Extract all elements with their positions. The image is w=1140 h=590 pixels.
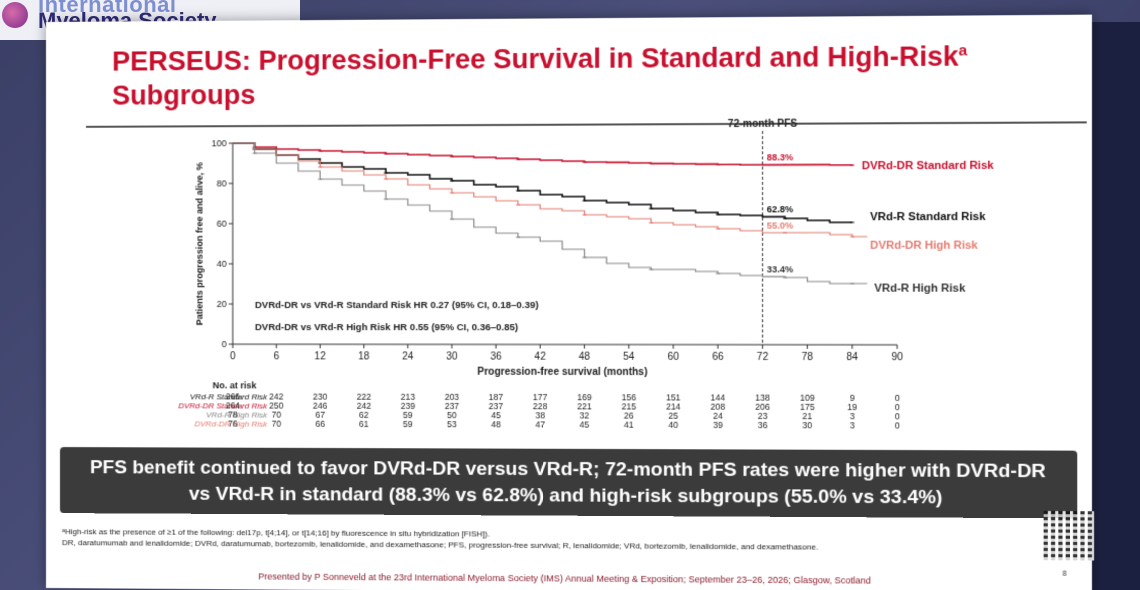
series-name-label: DVRd-DR High Risk xyxy=(870,240,979,252)
x-tick-label: 48 xyxy=(579,352,591,363)
y-tick-label: 80 xyxy=(217,178,227,188)
series-name-label: VRd-R High Risk xyxy=(874,282,966,294)
x-tick-label: 78 xyxy=(802,352,814,363)
series-line xyxy=(233,141,852,224)
x-tick-label: 72 xyxy=(757,352,769,363)
risk-cell: 0 xyxy=(882,421,913,430)
pfs-72-label: 62.8% xyxy=(767,205,793,215)
risk-cell: 3 xyxy=(837,421,868,430)
pfs-72-label: 88.3% xyxy=(767,153,793,163)
series-name-label: DVRd-DR Standard Risk xyxy=(862,160,995,173)
summary-banner: PFS benefit continued to favor DVRd-DR v… xyxy=(60,447,1077,518)
pfs-72-label: 55.0% xyxy=(767,220,793,230)
landmark-label: 72-month PFS xyxy=(728,119,798,131)
slide: PERSEUS: Progression-Free Survival in St… xyxy=(46,15,1092,590)
x-tick-label: 36 xyxy=(490,352,502,363)
km-chart: 0 6 12 18 24 30 36 42 48 54 60 66 72 78 84 90 0 20 40 60 80 1… xyxy=(46,15,1092,384)
x-tick-label: 66 xyxy=(712,352,724,363)
risk-cell: 47 xyxy=(525,420,556,429)
risk-cell: 39 xyxy=(702,421,733,430)
risk-cell: 70 xyxy=(261,420,291,429)
series-name-label: VRd-R Standard Risk xyxy=(870,211,986,224)
hr-standard-risk: DVRd-DR vs VRd-R Standard Risk HR 0.27 (… xyxy=(255,300,539,311)
x-tick-label: 12 xyxy=(314,351,326,362)
y-tick-label: 40 xyxy=(217,259,227,269)
x-tick-label: 84 xyxy=(846,352,858,363)
x-tick-label: 6 xyxy=(274,351,280,362)
presented-by: Presented by P Sonneveld at the 23rd Int… xyxy=(46,570,1092,587)
risk-cell: 41 xyxy=(613,421,644,430)
pfs-72-label: 33.4% xyxy=(767,264,793,274)
risk-cell: 48 xyxy=(481,420,512,429)
x-tick-label: 18 xyxy=(358,351,370,362)
risk-row: DVRd-DR High Risk 76 70 66 61 59 53 48 47 45 41 40 3… xyxy=(102,419,993,431)
risk-cell: 53 xyxy=(437,420,468,429)
risk-cell: 76 xyxy=(218,419,248,428)
x-tick-label: 30 xyxy=(446,351,458,362)
x-axis-line xyxy=(233,344,897,345)
x-tick-label: 90 xyxy=(891,352,903,363)
risk-cell: 61 xyxy=(349,420,379,429)
x-tick-label: 42 xyxy=(534,352,546,363)
risk-cell: 66 xyxy=(305,420,335,429)
y-axis-label: Patients progression free and alive, % xyxy=(194,162,204,325)
risk-cell: 45 xyxy=(569,420,600,429)
risk-cell: 40 xyxy=(658,421,689,430)
y-tick-label: 20 xyxy=(217,299,227,309)
society-logo-icon xyxy=(2,2,28,28)
risk-cell: 59 xyxy=(393,420,424,429)
y-tick-label: 100 xyxy=(212,138,227,148)
risk-cell: 36 xyxy=(747,421,778,430)
footnotes: ᵃHigh-risk as the presence of ≥1 of the … xyxy=(62,526,1046,554)
x-tick-label: 0 xyxy=(230,351,236,362)
x-tick-label: 54 xyxy=(623,352,635,363)
qr-code-icon[interactable] xyxy=(1044,511,1094,561)
risk-cell: 30 xyxy=(792,421,823,430)
risk-table-title: No. at risk xyxy=(213,380,257,390)
x-tick-label: 24 xyxy=(402,351,414,362)
hr-high-risk: DVRd-DR vs VRd-R High Risk HR 0.55 (95% … xyxy=(255,322,518,333)
x-axis-label: Progression-free survival (months) xyxy=(477,367,647,378)
y-tick-label: 60 xyxy=(217,219,227,229)
x-tick-label: 60 xyxy=(668,352,680,363)
y-tick-label: 0 xyxy=(222,339,227,349)
